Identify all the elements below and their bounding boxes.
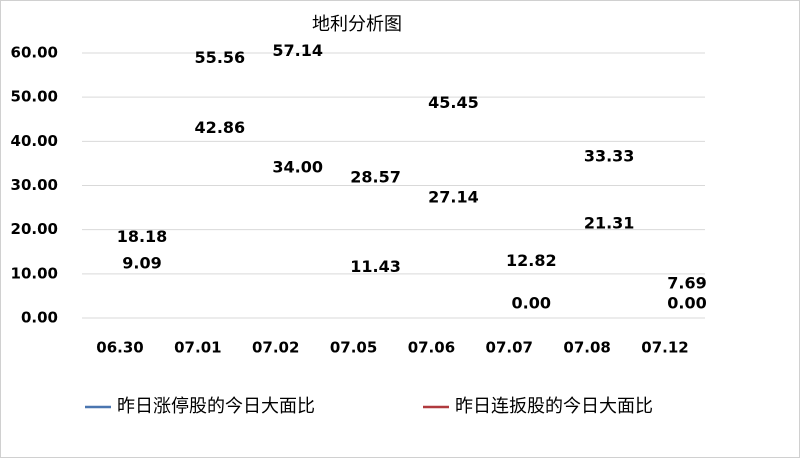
- x-tick-label: 07.01: [174, 339, 221, 357]
- y-tick-label: 10.00: [11, 264, 58, 282]
- value-label: 45.45: [428, 93, 479, 112]
- value-label: 34.00: [272, 157, 323, 176]
- value-label: 55.56: [195, 48, 246, 67]
- x-tick-label: 07.12: [641, 339, 688, 357]
- value-label: 12.82: [506, 251, 557, 270]
- y-tick-label: 30.00: [11, 176, 58, 194]
- y-tick-label: 20.00: [11, 220, 58, 238]
- y-tick-label: 50.00: [11, 88, 58, 106]
- x-tick-label: 07.08: [563, 339, 610, 357]
- x-tick-label: 07.05: [330, 339, 377, 357]
- x-tick-label: 07.02: [252, 339, 299, 357]
- value-label: 21.31: [584, 213, 635, 232]
- legend-label: 昨日涨停股的今日大面比: [117, 396, 315, 417]
- value-label: 28.57: [350, 167, 401, 186]
- y-tick-label: 60.00: [11, 44, 58, 62]
- value-label: 18.18: [117, 227, 168, 246]
- chart-title: 地利分析图: [312, 14, 402, 35]
- x-tick-label: 07.06: [408, 339, 455, 357]
- legend-label: 昨日连扳股的今日大面比: [455, 396, 653, 417]
- x-tick-label: 07.07: [486, 339, 533, 357]
- value-label: 57.14: [272, 41, 323, 60]
- value-label: 42.86: [195, 118, 246, 137]
- value-label: 9.09: [122, 253, 161, 272]
- value-label: 11.43: [350, 257, 401, 276]
- value-label: 27.14: [428, 188, 479, 207]
- value-label: 7.69: [667, 274, 706, 293]
- y-tick-label: 40.00: [11, 132, 58, 150]
- y-tick-label: 0.00: [21, 309, 58, 327]
- x-tick-label: 06.30: [96, 339, 143, 357]
- value-label: 33.33: [584, 146, 635, 165]
- value-label: 0.00: [512, 294, 551, 313]
- value-label: 0.00: [667, 294, 706, 313]
